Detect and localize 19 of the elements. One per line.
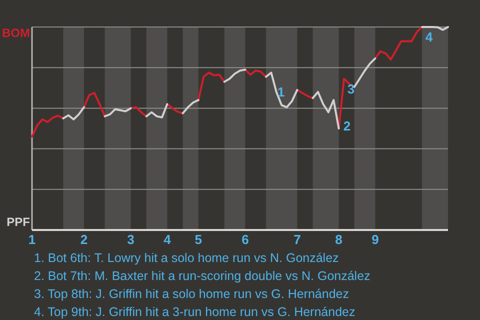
x-tick-label: 6: [242, 232, 249, 247]
annotation: 4: [425, 30, 434, 45]
text: 1. Bot 6th: T. Lowry hit a solo home run vs N. González: [34, 251, 339, 265]
x-tick-label: 5: [194, 232, 202, 247]
text: PPF: [6, 215, 30, 230]
text: 4. Top 9th: J. Griffin hit a 3-run home run vs G. Hernández: [34, 305, 356, 319]
x-tick-label: 1: [28, 232, 36, 247]
text: 2. Bot 7th: M. Baxter hit a run-scoring double vs N. González: [34, 269, 370, 283]
annotation: 1: [277, 84, 285, 100]
x-tick-label: 3: [127, 232, 134, 247]
x-tick-label: 4: [164, 232, 172, 247]
x-tick-label: 2: [80, 232, 88, 247]
x-tick-label: 7: [294, 232, 301, 247]
text: BOM: [2, 26, 30, 40]
annotation: 3: [347, 81, 355, 96]
annotation: 2: [343, 118, 351, 134]
x-tick-label: 9: [372, 232, 379, 247]
x-tick-label: 8: [335, 232, 342, 247]
text: 3. Top 8th: J. Griffin hit a solo home run vs G. Hernández: [34, 287, 349, 301]
